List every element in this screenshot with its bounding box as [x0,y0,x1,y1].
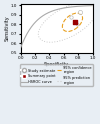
Point [74,21,76,23]
X-axis label: Specificity: Specificity [44,62,69,67]
Point [70,16,72,18]
Y-axis label: Sensitivity: Sensitivity [4,16,9,41]
Point [76,23,78,25]
Point [79,11,80,13]
Legend: Study estimate, Summary point, HSROC curve, 95% confidence
region, 95% predictio: Study estimate, Summary point, HSROC cur… [20,64,93,86]
